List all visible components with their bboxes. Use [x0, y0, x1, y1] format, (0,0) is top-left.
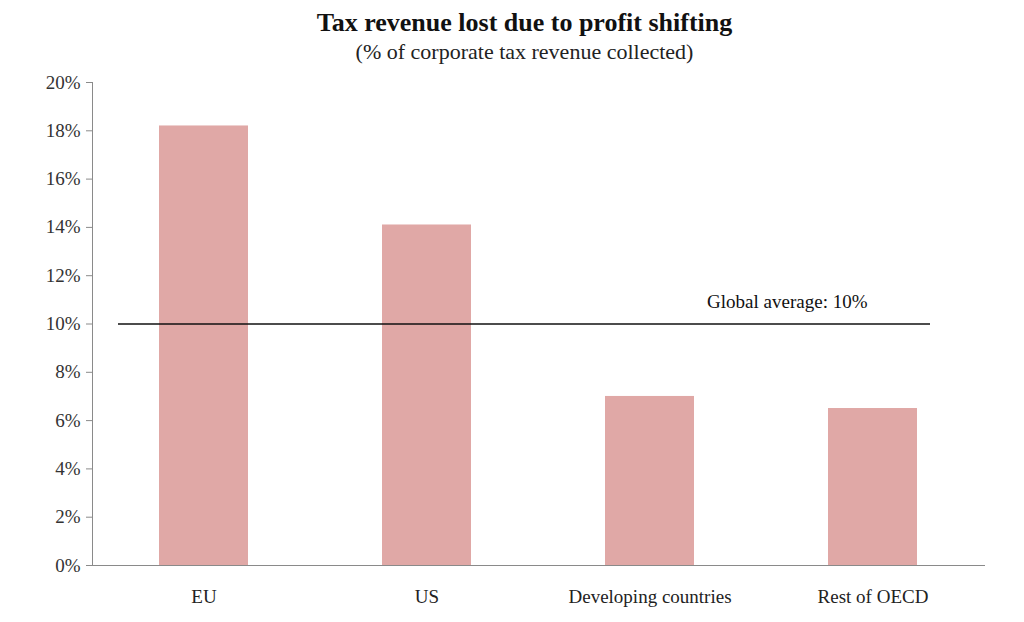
svg-text:4%: 4%: [55, 458, 81, 479]
svg-text:8%: 8%: [55, 361, 81, 382]
html-text:(% of corporate tax revenue co: (% of corporate tax revenue collected): [355, 39, 694, 64]
svg-text:14%: 14%: [46, 216, 81, 237]
html-text:Tax revenue lost due to profit: Tax revenue lost due to profit shifting: [316, 8, 733, 37]
svg-text:Developing countries: Developing countries: [568, 586, 731, 607]
svg-text:6%: 6%: [55, 410, 81, 431]
svg-text:16%: 16%: [46, 168, 81, 189]
svg-text:Rest of OECD: Rest of OECD: [818, 586, 929, 607]
svg-text:18%: 18%: [46, 120, 81, 141]
svg-text:Global average: 10%: Global average: 10%: [707, 291, 868, 312]
svg-text:12%: 12%: [46, 265, 81, 286]
svg-text:20%: 20%: [46, 72, 81, 93]
svg-text:2%: 2%: [55, 506, 81, 527]
svg-text:10%: 10%: [46, 313, 81, 334]
svg-text:0%: 0%: [55, 555, 81, 576]
svg-text:US: US: [415, 586, 439, 607]
svg-text:EU: EU: [191, 586, 217, 607]
